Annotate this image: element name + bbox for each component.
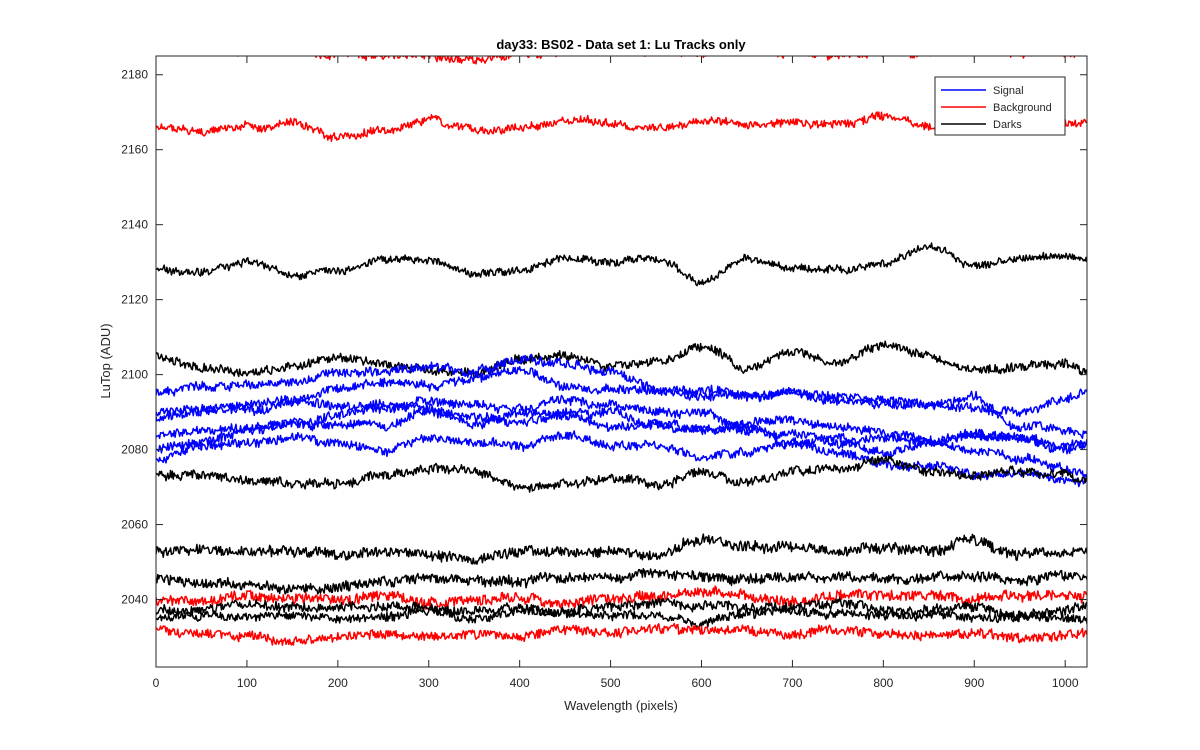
x-axis-label: Wavelength (pixels) [564, 698, 678, 713]
series-line-signal-6 [156, 365, 1087, 440]
series-line-signal-10 [156, 430, 1087, 488]
axes-box [155, 55, 1088, 668]
y-tick-label: 2040 [121, 593, 148, 607]
y-tick-label: 2080 [121, 443, 148, 457]
y-tick-label: 2180 [121, 68, 148, 82]
series-line-background-17 [156, 622, 1087, 646]
y-tick-label: 2060 [121, 518, 148, 532]
x-tick-label: 200 [328, 676, 348, 690]
x-tick-label: 400 [510, 676, 530, 690]
ticks-layer: 0 100 200 300 400 500 600 700 800 900 1000 2040 2060… [121, 56, 1087, 690]
series-line-signal-7 [156, 394, 1087, 452]
series-line-signal-9 [156, 406, 1087, 455]
series-line-signal-5 [156, 354, 1087, 418]
series-line-darks-15 [156, 596, 1087, 621]
y-tick-label: 2100 [121, 368, 148, 382]
series-line-darks-12 [156, 533, 1087, 565]
legend: Signal Background Darks [934, 76, 1066, 136]
x-tick-label: 300 [419, 676, 439, 690]
y-tick-label: 2120 [121, 293, 148, 307]
y-tick-label: 2160 [121, 143, 148, 157]
series-layer [156, 56, 1087, 646]
y-tick-label: 2140 [121, 218, 148, 232]
series-line-darks-3 [156, 242, 1087, 287]
chart-title: day33: BS02 - Data set 1: Lu Tracks only [496, 37, 746, 52]
x-tick-label: 800 [873, 676, 893, 690]
y-axis-label: LuTop (ADU) [98, 323, 113, 398]
series-line-background-2 [156, 111, 1087, 142]
x-tick-label: 1000 [1052, 676, 1079, 690]
x-tick-label: 900 [964, 676, 984, 690]
x-tick-label: 600 [691, 676, 711, 690]
series-line-darks-13 [156, 568, 1087, 595]
x-tick-label: 500 [601, 676, 621, 690]
x-tick-label: 0 [153, 676, 160, 690]
legend-background-label: Background [993, 102, 1052, 114]
series-line-darks-16 [156, 605, 1087, 630]
legend-box [934, 76, 1066, 136]
series-line-darks-11 [156, 455, 1087, 493]
x-tick-label: 700 [782, 676, 802, 690]
legend-darks-label: Darks [993, 119, 1022, 131]
series-line-darks-4 [156, 340, 1087, 379]
x-tick-label: 100 [237, 676, 257, 690]
legend-signal-label: Signal [993, 85, 1024, 97]
